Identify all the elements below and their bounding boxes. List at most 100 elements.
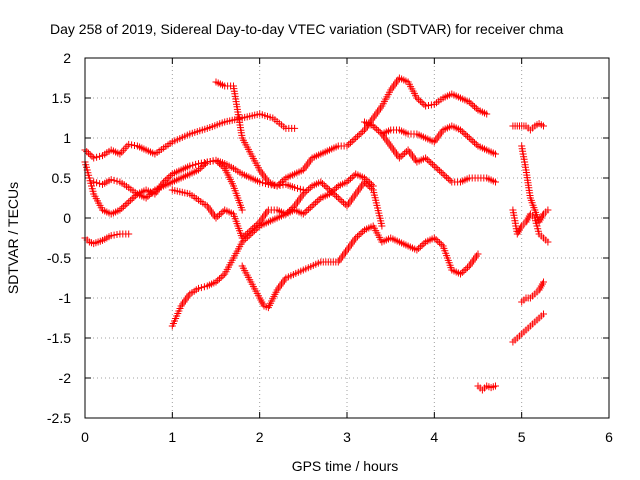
series-arc3 [81, 230, 133, 248]
data-point [376, 128, 384, 136]
series-arc14 [509, 120, 547, 134]
data-point [348, 137, 356, 145]
data-point [200, 161, 208, 169]
data-point [214, 158, 222, 166]
data-point [352, 234, 360, 242]
data-point [343, 178, 351, 186]
series-arc16 [518, 142, 552, 226]
data-point [217, 209, 225, 217]
data-point [256, 178, 264, 186]
data-point [197, 284, 205, 292]
data-point [212, 156, 220, 164]
data-point [259, 179, 267, 187]
data-point [432, 164, 440, 172]
data-point [294, 184, 301, 192]
y-tick-label: 2 [63, 50, 71, 66]
data-point [238, 234, 246, 242]
data-point [492, 150, 499, 158]
data-point [128, 141, 136, 149]
data-point [443, 173, 451, 181]
data-point [110, 231, 118, 239]
data-point [320, 181, 328, 189]
data-point [273, 182, 281, 190]
data-point [354, 132, 361, 140]
data-point [186, 162, 194, 170]
data-point [299, 210, 307, 218]
data-point [252, 221, 260, 229]
data-point [357, 129, 365, 137]
data-point [107, 176, 115, 184]
data-point [303, 207, 311, 215]
y-axis-ticks: 2 1.5 1 0.5 0 -0.5 -1 -1.5 -2 -2.5 [47, 50, 609, 426]
data-point [195, 284, 202, 292]
data-point [165, 173, 173, 181]
data-point [287, 205, 295, 213]
data-point [242, 231, 250, 239]
data-point [425, 157, 433, 165]
data-point [401, 149, 409, 157]
data-point [216, 275, 223, 283]
data-point [275, 180, 283, 188]
data-point [483, 110, 491, 118]
y-tick-label: -2.5 [47, 410, 71, 426]
data-point [359, 228, 367, 236]
data-point [214, 212, 222, 220]
data-point [306, 184, 314, 192]
data-point [474, 250, 482, 258]
y-tick-label: 1.5 [52, 90, 72, 106]
y-tick-label: 1 [63, 130, 71, 146]
data-point [277, 179, 285, 187]
data-point [472, 104, 480, 112]
data-point [462, 265, 470, 273]
data-point [116, 206, 124, 214]
series-arc4 [90, 156, 246, 214]
data-point [418, 99, 426, 107]
data-point [93, 153, 101, 161]
data-point [315, 196, 323, 204]
data-point [110, 176, 118, 184]
data-point [439, 170, 447, 178]
data-point [492, 178, 499, 186]
data-point [216, 160, 223, 168]
data-point [472, 140, 480, 148]
data-point [345, 176, 353, 184]
data-point [366, 183, 374, 191]
data-point [217, 161, 225, 169]
y-tick-label: 0.5 [52, 170, 72, 186]
y-tick-label: -2 [59, 370, 72, 386]
data-point [362, 180, 370, 188]
data-point [278, 177, 286, 185]
data-point [243, 229, 251, 237]
data-point [123, 200, 131, 208]
data-point [212, 278, 220, 286]
data-point [130, 193, 138, 201]
data-point [467, 100, 475, 108]
data-point [436, 167, 444, 175]
data-point [460, 129, 468, 137]
data-point [118, 148, 126, 156]
data-point [471, 103, 478, 111]
data-point [119, 203, 127, 211]
data-point [217, 273, 225, 281]
data-point [462, 131, 470, 139]
data-point [355, 231, 363, 239]
data-point [308, 202, 316, 210]
data-point [420, 100, 428, 108]
data-point [296, 185, 304, 193]
data-point [471, 139, 478, 147]
data-point [444, 175, 452, 183]
data-point [121, 201, 129, 209]
data-point [544, 238, 552, 246]
data-point [331, 191, 339, 199]
y-axis-title: SDTVAR / TECUs [5, 182, 21, 294]
data-point [285, 207, 293, 215]
data-point [359, 128, 367, 136]
data-point [354, 232, 361, 240]
data-point [415, 244, 423, 252]
data-point [282, 210, 290, 218]
data-point [202, 160, 209, 168]
data-point [167, 172, 175, 180]
data-point [163, 175, 171, 183]
data-point [434, 165, 442, 173]
data-point [317, 178, 325, 186]
